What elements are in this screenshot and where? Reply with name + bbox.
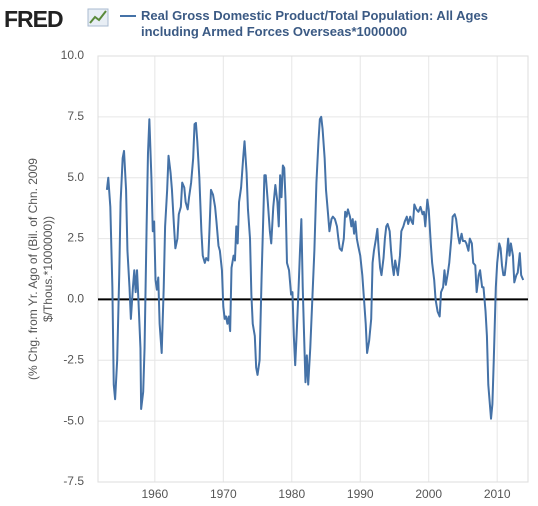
y-tick-label: -2.5 — [63, 352, 84, 366]
x-tick-label: 1970 — [210, 487, 237, 501]
y-tick-label: 7.5 — [67, 109, 84, 123]
x-tick-label: 2000 — [415, 487, 442, 501]
y-axis-label: $/Thous.*1000000)) — [41, 216, 55, 322]
y-tick-label: 10.0 — [61, 48, 85, 62]
legend-label: Real Gross Domestic Product/Total Popula… — [141, 8, 488, 39]
y-tick-label: -5.0 — [63, 413, 84, 427]
y-tick-label: 0.0 — [67, 292, 84, 306]
y-tick-label: 5.0 — [67, 170, 84, 184]
x-tick-label: 2010 — [484, 487, 511, 501]
data-line — [105, 115, 525, 420]
logo-icon — [87, 8, 109, 27]
x-tick-label: 1980 — [278, 487, 305, 501]
logo: FRED — [4, 6, 64, 32]
plot-border — [97, 55, 529, 483]
x-tick-label: 1960 — [141, 487, 168, 501]
y-tick-label: -7.5 — [63, 474, 84, 488]
y-axis-label: (% Chg. from Yr. Ago of (Bil. of Chn. 20… — [26, 158, 40, 380]
y-tick-label: 2.5 — [67, 231, 84, 245]
x-tick-label: 1990 — [347, 487, 374, 501]
